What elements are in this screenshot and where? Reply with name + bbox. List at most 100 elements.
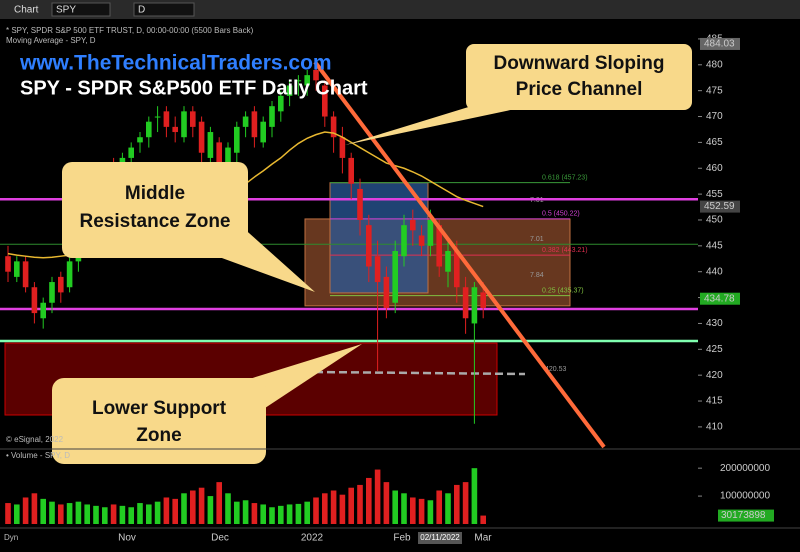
trend-line <box>313 60 606 449</box>
volume-bar <box>260 504 266 524</box>
y-tick-label: 460 <box>706 163 723 174</box>
interval[interactable]: D <box>138 5 145 16</box>
candle-body <box>14 261 20 277</box>
callout-text: Resistance Zone <box>80 211 231 232</box>
volume-bar <box>14 504 20 524</box>
candle-body <box>330 116 337 138</box>
y-tick-label: 475 <box>706 85 723 96</box>
y-tick-label: 450 <box>706 215 723 226</box>
volume-bar <box>66 503 73 524</box>
candle-body <box>278 95 284 112</box>
callout <box>466 44 692 110</box>
y-tick-label: 440 <box>706 266 723 277</box>
volume-bar <box>322 493 328 524</box>
volume-bar <box>58 504 64 524</box>
candle-body <box>137 137 143 143</box>
volume-bar <box>401 493 407 524</box>
volume-bar <box>471 468 478 524</box>
candle-body <box>260 121 266 143</box>
y-tick-label: 415 <box>706 396 723 407</box>
y-tick-label: 465 <box>706 137 723 148</box>
volume-bar <box>31 493 38 524</box>
volume-tick-label: 200000000 <box>720 463 770 474</box>
candle-body <box>49 282 55 303</box>
candle-body <box>392 251 398 303</box>
candle-body <box>471 287 478 324</box>
candle-body <box>445 251 451 272</box>
candle-body <box>436 225 442 267</box>
y-tick-label: 430 <box>706 318 723 329</box>
volume-bar <box>102 507 108 524</box>
candle-body <box>269 106 275 127</box>
symbol[interactable]: SPY <box>56 5 76 16</box>
volume-bar <box>383 482 390 524</box>
candle-body <box>480 292 486 308</box>
volume-bar <box>286 504 293 524</box>
volume-bar <box>366 477 372 524</box>
toolbar <box>0 0 800 19</box>
site: www.TheTechnicalTraders.com <box>19 52 332 75</box>
volume-bar <box>75 501 82 524</box>
candle-body <box>286 85 293 96</box>
callout <box>62 162 248 258</box>
callout-text: Middle <box>125 183 185 204</box>
candle-body <box>462 287 469 319</box>
volume-bar <box>216 482 222 524</box>
candle-body <box>401 225 407 257</box>
info-line: * SPY, SPDR S&P 500 ETF TRUST, D, 00:00-… <box>6 26 254 35</box>
candle-body <box>207 132 214 158</box>
y-tick-label: 425 <box>706 344 723 355</box>
volume-bar <box>163 497 170 524</box>
volume-bar <box>93 505 99 524</box>
volume-bar <box>295 503 302 524</box>
candle-body <box>383 276 390 308</box>
dashed-level <box>314 370 526 376</box>
x-tick-label: Mar <box>474 533 492 544</box>
volume-bar <box>251 503 258 524</box>
note: 420.53 <box>545 366 567 373</box>
candle-body <box>5 256 11 272</box>
volume-bar <box>427 500 434 524</box>
volume-bar <box>339 494 346 524</box>
candle-body <box>154 116 161 118</box>
fib-label: 0.5 (450.22) <box>542 211 580 218</box>
fib-label: 0.25 (435.37) <box>542 288 584 295</box>
volume-bar <box>304 501 310 524</box>
volume-bar <box>278 505 284 524</box>
volume-bar <box>462 482 469 524</box>
candle-body <box>198 121 205 153</box>
y-tick-label: 410 <box>706 422 723 433</box>
candle-body <box>31 287 38 314</box>
candle-body <box>40 302 46 319</box>
chart-tab[interactable]: Chart <box>14 5 39 16</box>
candle-body <box>181 111 187 138</box>
dyn[interactable]: Dyn <box>4 533 18 542</box>
candle-body <box>58 276 64 293</box>
candle-body <box>242 116 249 127</box>
note: 7.84 <box>530 272 544 279</box>
candle-body <box>322 85 328 117</box>
candle-body <box>374 256 381 283</box>
interval-box[interactable] <box>133 2 195 17</box>
note: 7.01 <box>530 236 544 243</box>
candle-body <box>172 126 178 133</box>
candle-body <box>304 75 310 86</box>
volume-bar <box>190 490 196 524</box>
price-label-box <box>700 200 740 213</box>
volume-bar <box>5 503 11 524</box>
chart-title: SPY - SPDR S&P500 ETF Daily Chart <box>20 77 368 99</box>
x-tick-label: Feb <box>393 533 411 544</box>
y-tick-label: 480 <box>706 59 723 70</box>
candle-body <box>128 147 134 158</box>
symbol-box[interactable] <box>51 2 111 17</box>
volume-bar <box>269 507 275 524</box>
y-tick-label: 455 <box>706 189 723 200</box>
candle-body <box>190 111 196 127</box>
volume-label: • Volume - SPY, D <box>6 451 70 460</box>
candle-body <box>348 157 354 184</box>
candle-body <box>427 219 434 246</box>
volume-bar <box>242 500 249 524</box>
volume-bar <box>348 487 354 524</box>
volume-bar <box>172 498 178 524</box>
volume-bar <box>357 484 363 524</box>
